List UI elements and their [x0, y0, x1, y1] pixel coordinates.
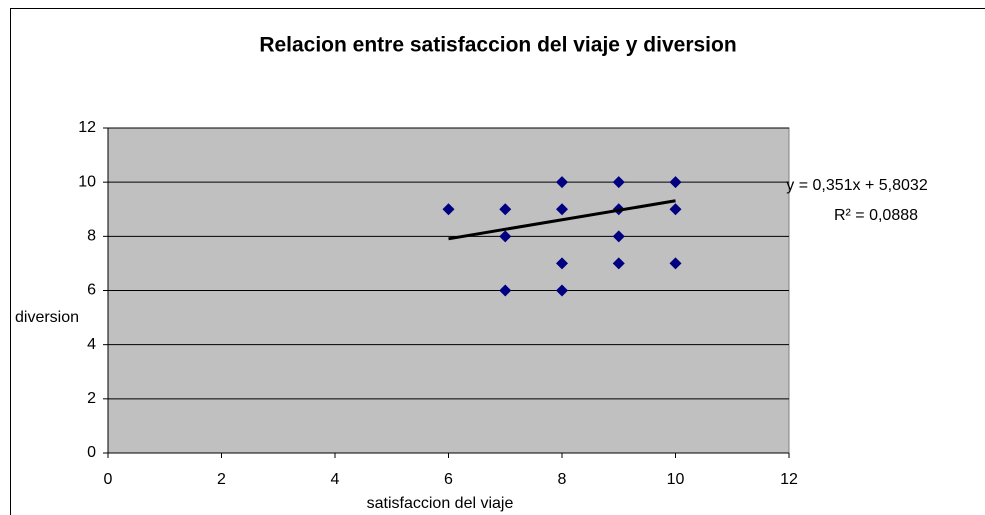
x-tick-label: 6	[444, 471, 453, 488]
x-tick-label: 2	[217, 471, 226, 488]
point	[556, 176, 568, 189]
point	[669, 176, 682, 189]
point	[442, 203, 455, 216]
y-tick-label: 2	[87, 390, 96, 407]
point	[556, 257, 568, 270]
point	[556, 284, 568, 297]
point	[499, 284, 512, 297]
point	[556, 203, 568, 216]
point	[612, 257, 625, 270]
y-tick-label: 4	[87, 336, 96, 353]
point	[499, 230, 512, 243]
point	[612, 230, 625, 243]
trendline	[448, 199, 676, 241]
x-tick-label: 8	[558, 471, 567, 488]
point	[499, 203, 512, 216]
y-tick-label: 0	[87, 444, 96, 461]
x-tick-label: 10	[667, 471, 685, 488]
x-axis-label: satisfaccion del viaje	[367, 495, 514, 512]
y-tick-label: 12	[78, 119, 96, 136]
x-tick-label: 12	[780, 471, 798, 488]
y-tick-label: 10	[78, 173, 96, 190]
point	[612, 176, 625, 189]
x-tick-label: 4	[331, 471, 340, 488]
annotation: y = 0,351x + 5,8032	[786, 177, 928, 194]
annotation: R² = 0,0888	[834, 207, 918, 224]
y-tick-label: 8	[87, 228, 96, 245]
x-tick-label: 0	[104, 471, 113, 488]
y-tick-label: 6	[87, 282, 96, 299]
chart-title: Relacion entre satisfaccion del viaje y …	[259, 34, 736, 57]
point	[669, 257, 682, 270]
y-axis-label: diversion	[15, 309, 79, 326]
point	[669, 203, 682, 216]
